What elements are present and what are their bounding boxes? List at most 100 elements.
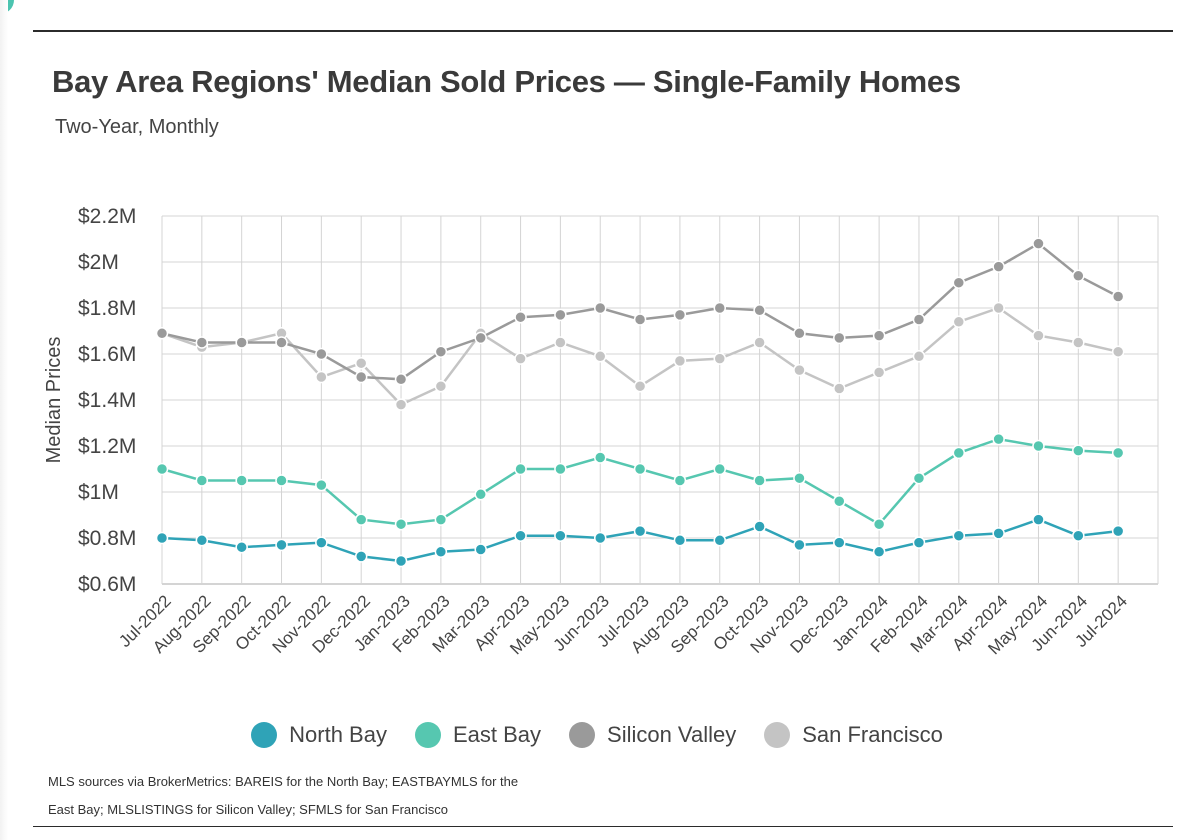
legend-item: North Bay (251, 722, 387, 748)
data-point (315, 536, 328, 549)
y-tick-label: $1.2M (78, 435, 136, 458)
data-point (434, 345, 448, 358)
chart-subtitle: Two-Year, Monthly (55, 116, 219, 138)
data-point (872, 545, 886, 559)
data-point (514, 529, 527, 542)
chart-title: Bay Area Regions' Median Sold Prices — S… (52, 64, 961, 99)
data-point (673, 354, 687, 368)
data-point (753, 336, 766, 349)
data-point (753, 520, 766, 533)
data-point (155, 462, 169, 476)
data-point (514, 352, 527, 365)
data-point (394, 554, 408, 568)
data-point (1111, 446, 1125, 460)
y-axis-label: Median Prices (43, 337, 65, 464)
data-point (474, 488, 487, 501)
y-tick-label: $1.6M (78, 343, 136, 366)
data-point (793, 363, 806, 377)
data-point (992, 301, 1005, 315)
legend-label: East Bay (452, 722, 542, 747)
data-point (354, 550, 368, 563)
data-point (593, 301, 607, 315)
data-point (713, 301, 727, 315)
data-point (1111, 524, 1125, 538)
data-point (992, 527, 1005, 540)
data-point (952, 446, 966, 460)
data-point (793, 471, 806, 485)
y-tick-label: $1M (78, 481, 119, 504)
y-tick-label: $1.4M (78, 389, 136, 412)
data-point (633, 313, 647, 326)
data-point (554, 529, 567, 542)
data-point (394, 398, 408, 411)
data-point (474, 543, 487, 556)
line-chart: $0.6M $0.8M $1M $1.2M $1.4M $1.6M $1.8M $2M $2.2… (43, 205, 1159, 658)
data-point (235, 474, 248, 487)
top-rule (33, 30, 1173, 32)
data-point (1111, 345, 1125, 358)
data-point (872, 517, 886, 531)
legend-swatch (251, 722, 278, 748)
data-point (753, 474, 766, 487)
data-point (952, 529, 966, 542)
data-point (753, 304, 766, 317)
y-axis-ticks: $0.6M $0.8M $1M $1.2M $1.4M $1.6M $1.8M $2M $2.2… (78, 205, 136, 596)
legend-label: Silicon Valley (607, 722, 737, 747)
data-point (673, 474, 687, 487)
data-point (1032, 513, 1045, 526)
data-point (833, 494, 846, 508)
legend-swatch (569, 722, 596, 748)
data-point (833, 382, 846, 395)
series-east-bay (155, 432, 1125, 531)
legend-item: East Bay (414, 722, 542, 748)
legend-swatch (414, 722, 441, 748)
data-point (315, 347, 328, 361)
data-point (593, 350, 607, 363)
data-point (912, 313, 926, 326)
y-tick-label: $2M (78, 251, 119, 274)
data-point (992, 432, 1005, 446)
legend-swatch (764, 722, 791, 748)
data-point (912, 536, 926, 549)
data-point (275, 474, 288, 487)
data-point (1072, 336, 1085, 349)
legend-item: San Francisco (764, 722, 943, 748)
data-point (474, 331, 487, 345)
data-point (514, 310, 527, 324)
data-point (713, 534, 727, 547)
data-point (354, 356, 368, 370)
data-point (633, 462, 647, 476)
bottom-rule (33, 826, 1173, 827)
data-point (1072, 529, 1085, 542)
data-point (554, 336, 567, 349)
data-point (952, 315, 966, 329)
source-note: MLS sources via BrokerMetrics: BAREIS fo… (48, 774, 519, 817)
data-point (315, 370, 328, 384)
y-tick-label: $0.6M (78, 573, 136, 596)
data-point (912, 471, 926, 485)
y-tick-label: $1.8M (78, 297, 136, 320)
data-point (1032, 439, 1045, 453)
data-point (434, 545, 448, 559)
data-point (434, 513, 448, 526)
data-point (195, 474, 209, 487)
series (155, 237, 1125, 568)
data-point (1072, 269, 1085, 283)
data-point (554, 308, 567, 322)
data-point (633, 379, 647, 393)
data-point (1032, 329, 1045, 342)
data-point (354, 513, 368, 526)
legend: North Bay East Bay Silicon Valley San Franc… (0, 722, 1194, 748)
data-point (235, 336, 248, 349)
data-point (793, 538, 806, 552)
y-tick-label: $2.2M (78, 205, 136, 228)
data-point (354, 370, 368, 384)
data-point (833, 536, 846, 549)
data-point (1032, 237, 1045, 250)
data-point (992, 260, 1005, 273)
data-point (155, 531, 169, 545)
data-point (554, 462, 567, 476)
y-tick-label: $0.8M (78, 527, 136, 550)
data-point (673, 308, 687, 322)
data-point (315, 478, 328, 492)
